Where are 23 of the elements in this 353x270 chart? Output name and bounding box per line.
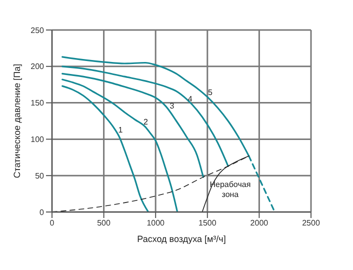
y-tick-label: 250 [30, 26, 45, 35]
x-tick-label: 2000 [250, 218, 269, 228]
x-tick-label: 0 [50, 218, 55, 228]
y-tick-label: 200 [30, 62, 45, 72]
x-tick-label: 1500 [198, 218, 217, 228]
y-axis-title: Статическое давление [Па] [12, 64, 22, 178]
x-axis-title: Расход воздуха [м³/ч] [137, 234, 226, 244]
x-tick-label: 2500 [302, 218, 320, 228]
annotation: 4 [188, 94, 193, 104]
y-tick-label: 50 [35, 171, 45, 180]
annotation: 5 [208, 88, 213, 97]
line-series [62, 78, 178, 212]
annotation: 2 [144, 118, 149, 127]
annotation: 1 [118, 126, 124, 135]
y-tick-label: 150 [30, 98, 45, 108]
y-tick-label: 0 [40, 208, 45, 217]
line-series [62, 66, 229, 167]
y-tick-label: 100 [30, 135, 45, 144]
annotation: 3 [170, 102, 175, 111]
line-series [62, 85, 150, 212]
x-tick-label: 500 [97, 218, 112, 228]
line-series [62, 72, 204, 178]
x-tick-label: 1000 [146, 218, 166, 228]
